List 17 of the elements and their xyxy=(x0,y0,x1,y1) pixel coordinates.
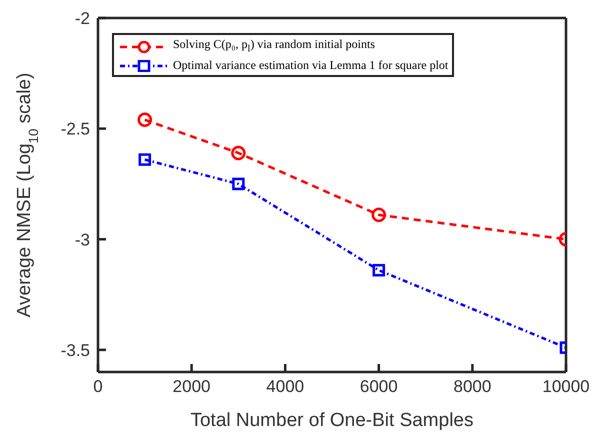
x-tick-label: 4000 xyxy=(266,377,304,396)
x-tick-label: 6000 xyxy=(360,377,398,396)
point xyxy=(138,112,152,128)
y-tick-label: -2 xyxy=(74,9,90,28)
y-tick-label: -3.5 xyxy=(60,340,90,360)
x-tick-label: 8000 xyxy=(453,377,492,396)
y-tick-label: -2.5 xyxy=(60,120,90,139)
legend-label: Optimal variance estimation via Lemma 1 for square plot xyxy=(173,57,448,74)
y-tick-label: -3 xyxy=(74,230,90,250)
point xyxy=(232,178,245,190)
x-axis-title: Total Number of One-Bit Samples xyxy=(190,410,474,431)
point xyxy=(231,146,246,160)
x-tick-label: 0 xyxy=(93,377,103,396)
legend-label: Solving C(p₀, p$_{l}$) via random initial points xyxy=(173,36,375,56)
x-tick-label: 10000 xyxy=(542,377,590,396)
x-tick-label: 2000 xyxy=(172,377,211,396)
point xyxy=(138,153,152,166)
